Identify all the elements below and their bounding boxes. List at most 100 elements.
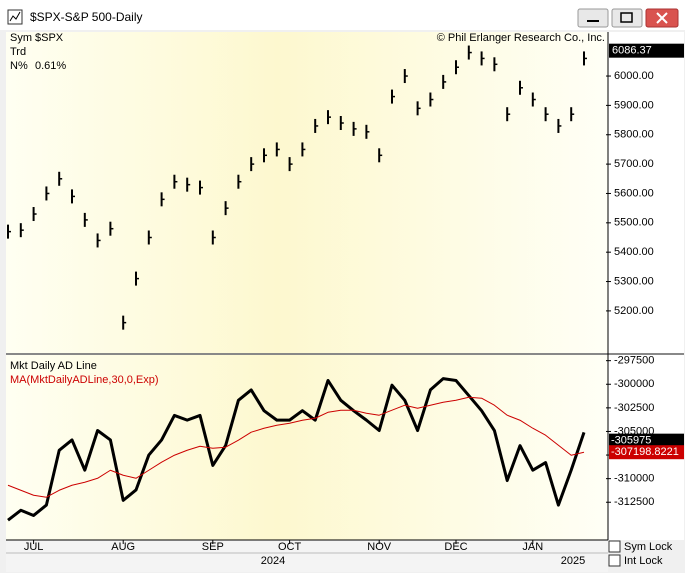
price-bar [301,142,306,157]
price-bar [557,118,562,133]
price-bar [352,121,357,136]
price-bar [58,171,63,186]
x-tick-label: JUL [24,541,44,553]
price-bar [583,51,587,66]
price-bar [160,192,165,207]
x-tick-label: AUG [111,541,135,553]
price-bar [519,80,523,95]
close-glyph [656,12,668,24]
year-label: 2024 [261,555,285,567]
int-lock-checkbox[interactable] [608,554,621,567]
y-tick-label: 5500.00 [614,217,654,229]
x-tick-label: NOV [367,541,392,553]
app-icon-glyph [9,11,21,22]
y-tick-label: -302500 [614,402,654,414]
price-bar [455,60,459,75]
minimize-button[interactable] [577,8,609,28]
copyright: © Phil Erlanger Research Co., Inc. [437,32,605,44]
y-tick-label: -310000 [614,473,654,485]
x-tick-label: JAN [522,541,543,553]
price-bar [237,174,242,189]
price-bar [173,174,178,189]
y-tick-label: 6000.00 [614,70,654,82]
y-tick-label: -297500 [614,355,654,367]
price-bar [467,45,472,60]
price-bar [224,201,229,216]
price-bar [429,92,434,107]
x-tick-label: SEP [202,541,224,553]
price-bar [96,233,101,248]
price-bar [147,230,152,245]
panel-separator [6,353,684,355]
price-bar [493,57,498,72]
last-value-box [609,445,684,460]
price-bar [365,124,370,139]
price-bar [186,177,191,192]
price-bar [288,157,293,172]
ad-panel [6,355,608,540]
int-lock-label: Int Lock [624,555,663,567]
series-line [7,396,585,498]
y-tick-label: -312500 [614,496,654,508]
y-tick-label: 5900.00 [614,99,654,111]
y-tick-label: 5400.00 [614,246,654,258]
price-bar [442,74,447,89]
window-title: $SPX-S&P 500-Daily [30,10,143,24]
x-tick-label: DEC [444,541,467,553]
price-bar [263,148,267,163]
price-bar [314,118,319,133]
x-tick-label: OCT [278,541,302,553]
price-bar [7,224,11,239]
legend-entry: Mkt Daily AD Line [10,360,97,372]
sym-label: Sym [10,32,32,44]
price-bar [570,107,575,122]
price-bar [506,107,511,122]
y-tick-label: 5600.00 [614,187,654,199]
price-bar [250,157,255,172]
y-tick-label: 5700.00 [614,158,654,170]
price-bar [71,189,75,204]
n-label: N% [10,60,28,72]
price-bar [135,271,139,286]
sym-value: $SPX [35,32,64,44]
price-axis-area [608,32,684,353]
price-bar [391,89,395,104]
last-value-label: -307198.8221 [611,446,679,458]
y-tick-label: 5200.00 [614,305,654,317]
sym-lock-checkbox[interactable] [608,540,621,553]
price-bar [45,186,50,201]
year-label: 2025 [561,555,585,567]
n-value: 0.61% [35,60,66,72]
last-value-box [609,433,684,448]
price-bar [19,223,24,238]
last-value-label: -305975 [611,435,651,447]
trd-label: Trd [10,46,26,58]
title-bar [0,0,685,30]
price-bar [378,148,383,163]
maximize-button[interactable] [611,8,643,28]
price-bar [531,92,536,107]
sym-lock-label: Sym Lock [624,541,673,553]
y-tick-label: 5300.00 [614,275,654,287]
date-axis-area [6,540,608,572]
series-line [7,377,586,522]
last-value-box [609,43,684,58]
price-bar [403,69,408,84]
price-bar [275,142,280,157]
price-bar [480,51,485,66]
price-bar [211,230,216,245]
price-bar [109,221,114,236]
price-panel [6,32,608,353]
price-bar [339,116,344,131]
price-bar [122,315,127,330]
price-bar [416,101,421,116]
last-value-label: 6086.37 [612,45,652,57]
app-icon [7,9,23,25]
maximize-glyph [620,12,633,23]
legend-entry: MA(MktDailyADLine,30,0,Exp) [10,374,159,386]
price-bar [544,107,549,122]
price-bar [83,212,88,227]
price-bar [327,110,331,125]
y-tick-label: 5800.00 [614,129,654,141]
